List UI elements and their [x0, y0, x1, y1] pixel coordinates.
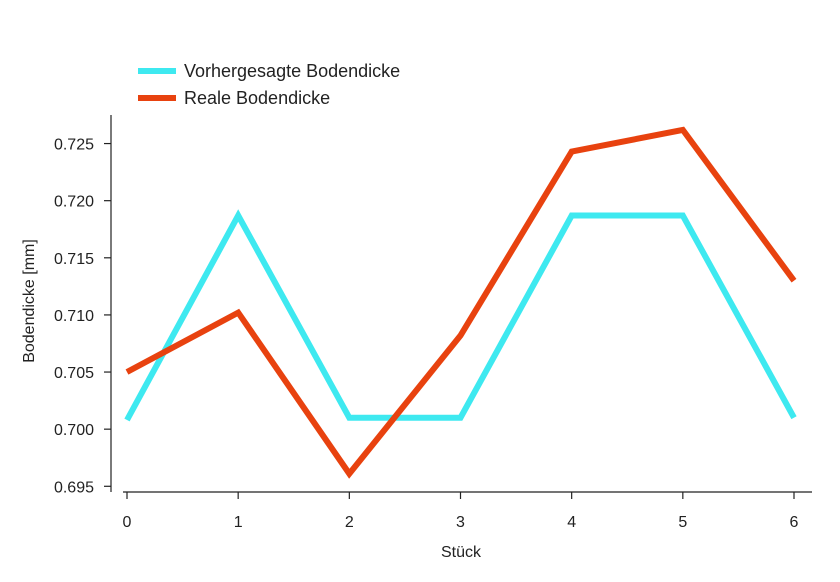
legend-label-2: Reale Bodendicke [184, 88, 330, 108]
series-line-1 [124, 209, 797, 422]
x-tick-label: 5 [678, 514, 687, 531]
x-axis-title: Stück [441, 544, 482, 561]
x-tick-label: 6 [790, 514, 799, 531]
x-tick-label: 4 [567, 514, 576, 531]
y-tick-label: 0.715 [54, 251, 94, 268]
y-tick-label: 0.705 [54, 365, 94, 382]
y-axis-title: Bodendicke [mm] [21, 239, 38, 363]
x-tick-label: 2 [345, 514, 354, 531]
series-group [124, 126, 797, 479]
y-tick-label: 0.710 [54, 308, 94, 325]
y-tick-label: 0.695 [54, 479, 94, 496]
x-tick-label: 3 [456, 514, 465, 531]
y-tick-label: 0.725 [54, 137, 94, 154]
legend-label-1: Vorhergesagte Bodendicke [184, 61, 400, 81]
y-axis-ticks: 0.695 0.700 0.705 0.710 0.715 0.720 0.725 [54, 137, 111, 496]
y-tick-label: 0.720 [54, 194, 94, 211]
y-tick-label: 0.700 [54, 422, 94, 439]
legend: Vorhergesagte Bodendicke Reale Bodendicke [138, 61, 400, 108]
series-line-2 [125, 126, 797, 479]
x-axis-ticks: 0 1 2 3 4 5 6 [123, 492, 799, 531]
x-tick-label: 0 [123, 514, 132, 531]
x-tick-label: 1 [234, 514, 243, 531]
axes [110, 115, 812, 493]
